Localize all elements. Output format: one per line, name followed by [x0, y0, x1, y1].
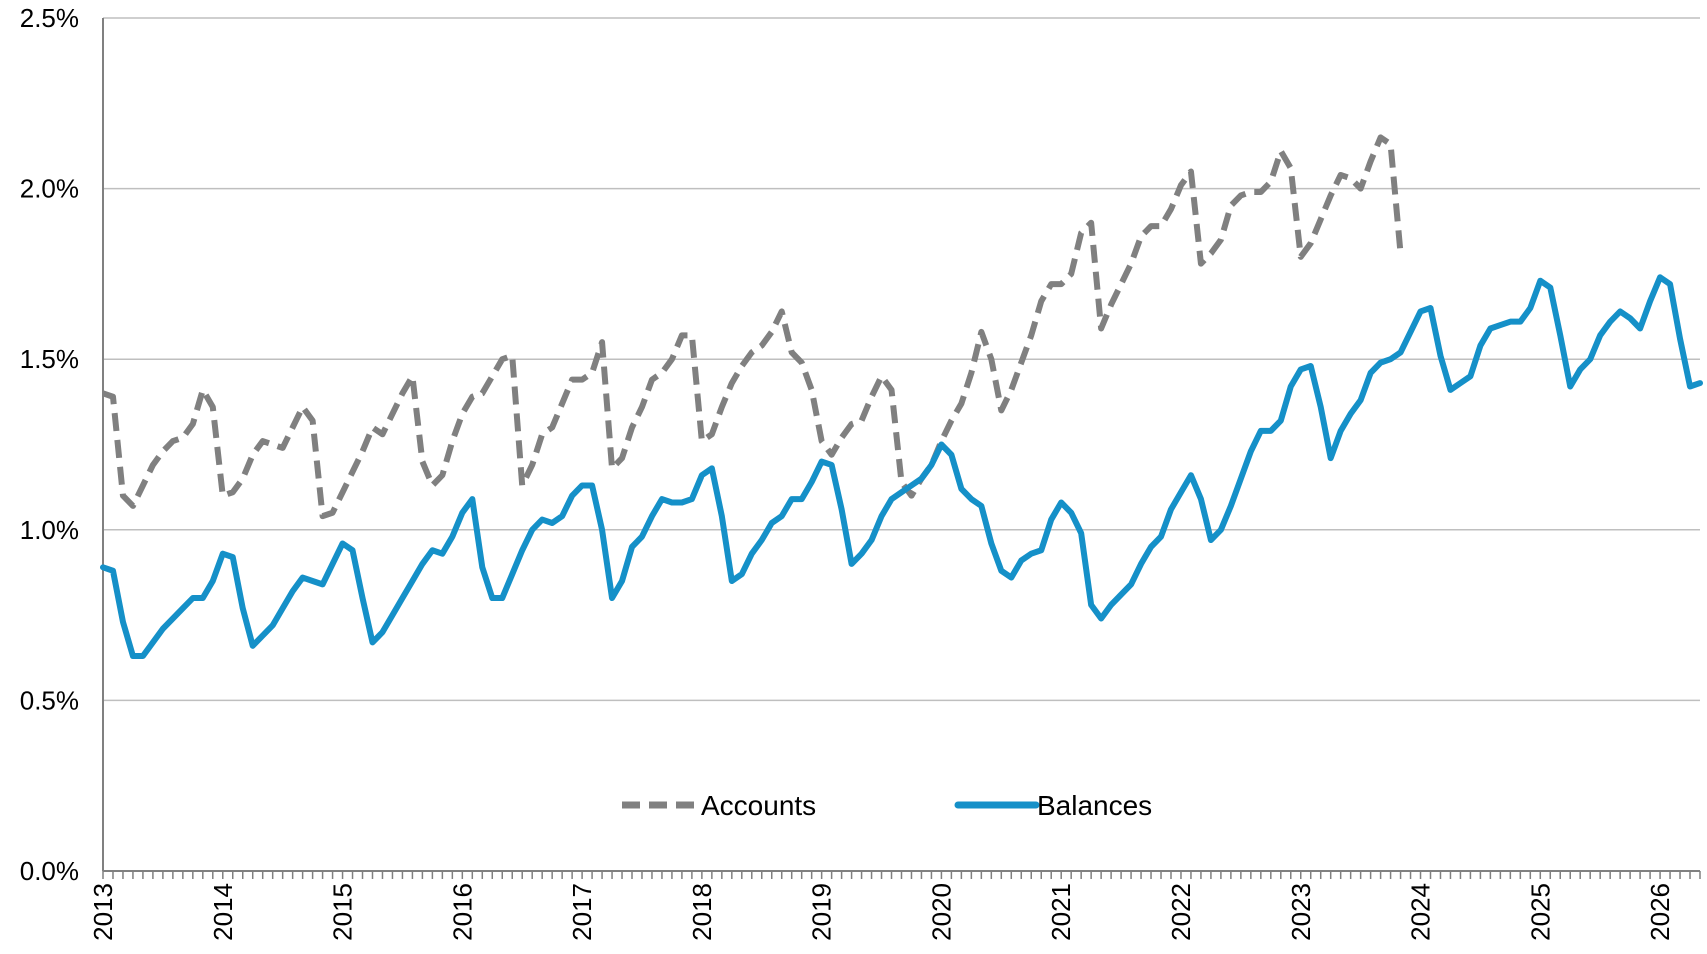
y-tick-label: 0.0% — [20, 856, 79, 886]
axes: 0.0% 0.5% 1.0% 1.5% 2.0% 2.5% 2013 2014 2015 2016… — [20, 3, 1701, 941]
x-tick-label: 2014 — [208, 883, 238, 941]
x-tick-label: 2021 — [1046, 883, 1076, 941]
x-tick-label: 2024 — [1406, 883, 1436, 941]
x-tick-label: 2017 — [567, 883, 597, 941]
x-tick-label: 2025 — [1525, 883, 1555, 941]
x-tick-label: 2019 — [807, 883, 837, 941]
x-tick-label: 2023 — [1286, 883, 1316, 941]
series-lines — [100, 134, 1703, 660]
y-tick-label: 2.0% — [20, 174, 79, 204]
x-tick-label: 2015 — [328, 883, 358, 941]
series-line-accounts — [102, 134, 1404, 520]
y-tick-label: 0.5% — [20, 685, 79, 715]
y-tick-label: 2.5% — [20, 3, 79, 33]
gridlines — [103, 17, 1700, 702]
x-tick-label: 2013 — [88, 883, 118, 941]
series-line-balances — [100, 274, 1703, 660]
y-tick-label: 1.0% — [20, 515, 79, 545]
legend: Accounts Balances — [622, 790, 1152, 821]
legend-label-balances: Balances — [1037, 790, 1152, 821]
x-tick-label: 2026 — [1645, 883, 1675, 941]
x-tick-label: 2020 — [926, 883, 956, 941]
x-tick-label: 2022 — [1166, 883, 1196, 941]
legend-label-accounts: Accounts — [701, 790, 816, 821]
y-tick-label: 1.5% — [20, 344, 79, 374]
x-tick-label: 2016 — [447, 883, 477, 941]
x-tick-label: 2018 — [687, 883, 717, 941]
